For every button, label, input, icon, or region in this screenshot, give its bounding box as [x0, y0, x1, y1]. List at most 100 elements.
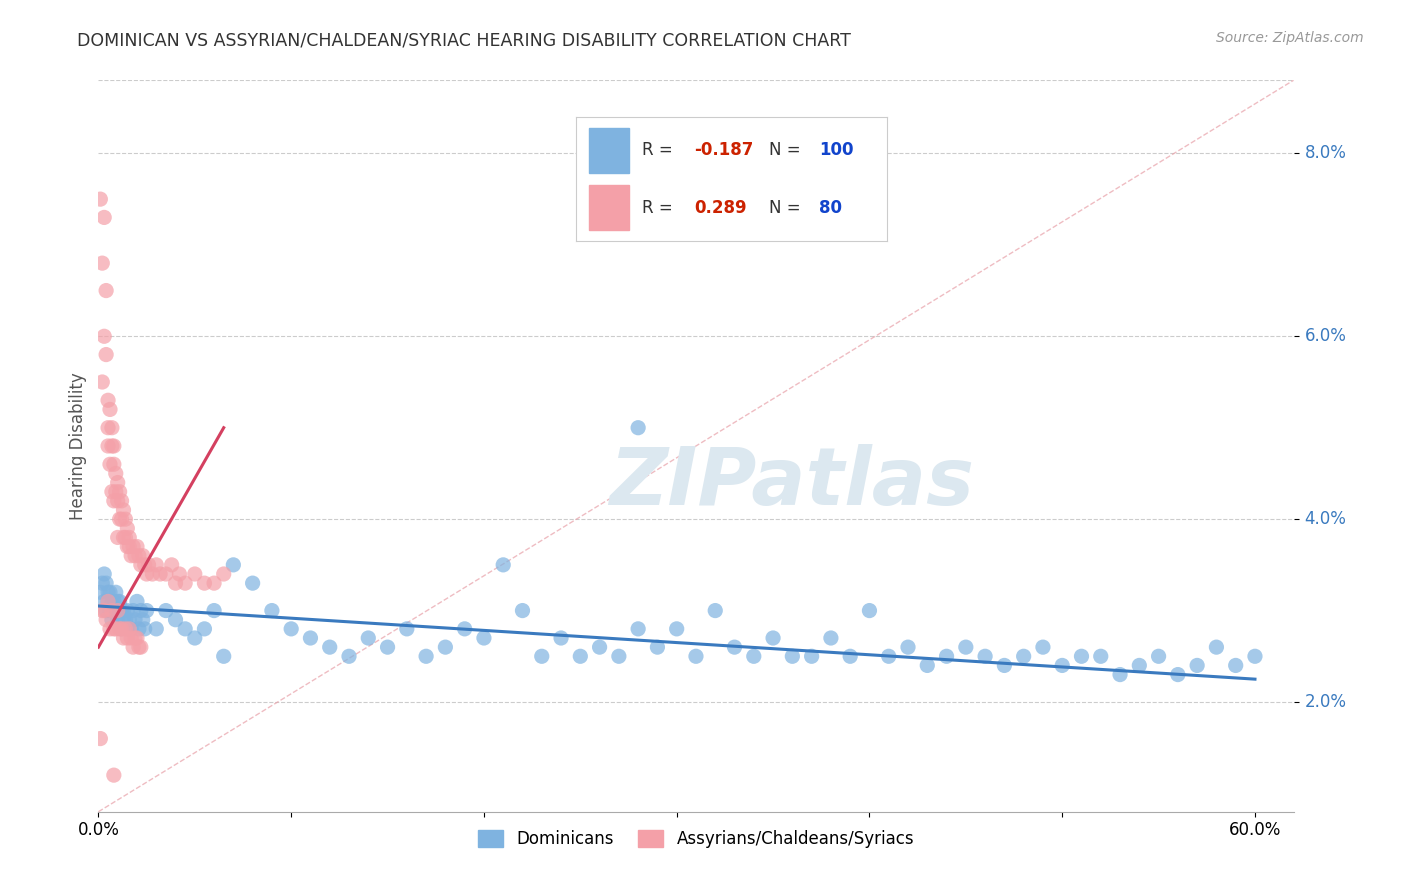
Assyrians/Chaldeans/Syriacs	[169, 567, 191, 582]
Dominicans	[104, 585, 127, 599]
Dominicans	[108, 603, 131, 617]
Assyrians/Chaldeans/Syriacs	[98, 457, 121, 471]
Assyrians/Chaldeans/Syriacs	[160, 558, 183, 572]
Dominicans	[193, 622, 215, 636]
Assyrians/Chaldeans/Syriacs	[112, 530, 135, 544]
Dominicans	[319, 640, 342, 655]
Assyrians/Chaldeans/Syriacs	[134, 558, 156, 572]
Assyrians/Chaldeans/Syriacs	[103, 622, 125, 636]
Dominicans	[212, 649, 235, 664]
Dominicans	[134, 622, 156, 636]
Assyrians/Chaldeans/Syriacs	[91, 603, 114, 617]
Dominicans	[110, 622, 132, 636]
Dominicans	[117, 622, 139, 636]
Dominicans	[1205, 640, 1227, 655]
Dominicans	[125, 594, 148, 608]
Assyrians/Chaldeans/Syriacs	[202, 576, 225, 591]
Assyrians/Chaldeans/Syriacs	[165, 576, 187, 591]
Dominicans	[155, 603, 177, 617]
Dominicans	[1050, 658, 1073, 673]
Assyrians/Chaldeans/Syriacs	[184, 567, 207, 582]
Dominicans	[1167, 667, 1189, 681]
Assyrians/Chaldeans/Syriacs	[118, 540, 141, 554]
Dominicans	[89, 585, 111, 599]
Dominicans	[242, 576, 264, 591]
Assyrians/Chaldeans/Syriacs	[104, 622, 127, 636]
Assyrians/Chaldeans/Syriacs	[97, 393, 120, 408]
Dominicans	[782, 649, 804, 664]
Dominicans	[377, 640, 399, 655]
Dominicans	[114, 613, 136, 627]
Assyrians/Chaldeans/Syriacs	[135, 567, 157, 582]
Dominicans	[120, 622, 142, 636]
Dominicans	[800, 649, 823, 664]
Assyrians/Chaldeans/Syriacs	[125, 540, 148, 554]
Dominicans	[357, 631, 380, 645]
Dominicans	[135, 603, 157, 617]
Assyrians/Chaldeans/Syriacs	[110, 512, 132, 526]
Text: 8.0%: 8.0%	[1305, 145, 1347, 162]
Dominicans	[665, 622, 688, 636]
Assyrians/Chaldeans/Syriacs	[117, 540, 139, 554]
Assyrians/Chaldeans/Syriacs	[117, 631, 139, 645]
Assyrians/Chaldeans/Syriacs	[97, 420, 120, 434]
Assyrians/Chaldeans/Syriacs	[101, 420, 124, 434]
Assyrians/Chaldeans/Syriacs	[108, 512, 131, 526]
Assyrians/Chaldeans/Syriacs	[112, 631, 135, 645]
Dominicans	[101, 594, 124, 608]
Dominicans	[453, 622, 475, 636]
Text: 4.0%: 4.0%	[1305, 510, 1347, 528]
Dominicans	[492, 558, 515, 572]
Assyrians/Chaldeans/Syriacs	[94, 347, 117, 362]
Dominicans	[202, 603, 225, 617]
Assyrians/Chaldeans/Syriacs	[128, 549, 150, 563]
Dominicans	[627, 420, 650, 434]
Dominicans	[530, 649, 553, 664]
Assyrians/Chaldeans/Syriacs	[212, 567, 235, 582]
Dominicans	[112, 603, 135, 617]
Assyrians/Chaldeans/Syriacs	[114, 622, 136, 636]
Assyrians/Chaldeans/Syriacs	[97, 439, 120, 453]
Dominicans	[839, 649, 862, 664]
Assyrians/Chaldeans/Syriacs	[129, 640, 152, 655]
Dominicans	[337, 649, 360, 664]
Dominicans	[1032, 640, 1054, 655]
Assyrians/Chaldeans/Syriacs	[103, 439, 125, 453]
Assyrians/Chaldeans/Syriacs	[138, 558, 160, 572]
Dominicans	[858, 603, 880, 617]
Dominicans	[897, 640, 920, 655]
Dominicans	[145, 622, 167, 636]
Dominicans	[122, 603, 145, 617]
Dominicans	[174, 622, 197, 636]
Assyrians/Chaldeans/Syriacs	[97, 594, 120, 608]
Assyrians/Chaldeans/Syriacs	[145, 558, 167, 572]
Dominicans	[607, 649, 630, 664]
Assyrians/Chaldeans/Syriacs	[104, 467, 127, 481]
Dominicans	[98, 585, 121, 599]
Dominicans	[935, 649, 957, 664]
Assyrians/Chaldeans/Syriacs	[103, 768, 125, 782]
Dominicans	[110, 603, 132, 617]
Dominicans	[107, 613, 129, 627]
Y-axis label: Hearing Disability: Hearing Disability	[69, 372, 87, 520]
Dominicans	[550, 631, 572, 645]
Text: ZIPatlas: ZIPatlas	[609, 443, 974, 522]
Assyrians/Chaldeans/Syriacs	[124, 631, 146, 645]
Assyrians/Chaldeans/Syriacs	[118, 530, 141, 544]
Dominicans	[472, 631, 495, 645]
Dominicans	[820, 631, 842, 645]
Dominicans	[108, 594, 131, 608]
Dominicans	[742, 649, 765, 664]
Dominicans	[117, 603, 139, 617]
Assyrians/Chaldeans/Syriacs	[91, 256, 114, 270]
Assyrians/Chaldeans/Syriacs	[114, 530, 136, 544]
Assyrians/Chaldeans/Syriacs	[107, 493, 129, 508]
Assyrians/Chaldeans/Syriacs	[114, 512, 136, 526]
Dominicans	[104, 603, 127, 617]
Assyrians/Chaldeans/Syriacs	[112, 503, 135, 517]
Assyrians/Chaldeans/Syriacs	[93, 211, 115, 225]
Dominicans	[1109, 667, 1132, 681]
Text: 2.0%: 2.0%	[1305, 693, 1347, 711]
Assyrians/Chaldeans/Syriacs	[103, 493, 125, 508]
Assyrians/Chaldeans/Syriacs	[155, 567, 177, 582]
